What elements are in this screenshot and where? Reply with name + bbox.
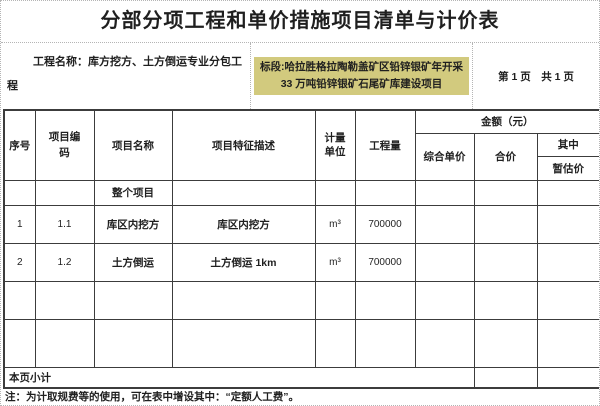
- empty-cell: [536, 179, 599, 206]
- bid-section-text: 标段:哈拉胜格拉陶勒盖矿区铅锌银矿年开采 33 万吨铅锌银矿石尾矿库建设项目: [254, 57, 469, 95]
- col-header-unit-label: 计量单位: [324, 132, 346, 159]
- boq-table: 序号 项目编码 项目名称 项目特征描述 计量单位 工程量 金额（元） 综合单价 …: [3, 109, 599, 389]
- empty-cell: [34, 318, 95, 368]
- group-row: 整个项目: [3, 179, 599, 206]
- empty-cell: [3, 280, 36, 320]
- row-code: 1.2: [34, 242, 95, 282]
- empty-cell: [473, 318, 538, 368]
- subtotal-row: 本页小计: [3, 366, 599, 389]
- col-header-name: 项目名称: [93, 109, 173, 181]
- row-quantity: 700000: [354, 242, 416, 282]
- empty-cell: [3, 179, 36, 206]
- empty-cell: [536, 280, 599, 320]
- empty-cell: [414, 242, 475, 282]
- col-header-code-label: 项目编码: [48, 131, 81, 160]
- row-seq: 2: [3, 242, 36, 282]
- table-row-empty: [3, 280, 599, 320]
- table-row-empty: [3, 318, 599, 368]
- empty-cell: [314, 280, 356, 320]
- empty-cell: [314, 179, 356, 206]
- row-quantity: 700000: [354, 204, 416, 244]
- empty-cell: [473, 179, 538, 206]
- project-name: 工程名称：库方挖方、土方倒运专业分包工程: [1, 43, 251, 109]
- group-row-label: 整个项目: [93, 179, 173, 206]
- empty-cell: [473, 366, 538, 389]
- empty-cell: [536, 318, 599, 368]
- row-feature: 土方倒运 1km: [171, 242, 316, 282]
- table-row: 1 1.1 库区内挖方 库区内挖方 m³ 700000: [3, 204, 599, 244]
- empty-cell: [473, 280, 538, 320]
- empty-cell: [414, 280, 475, 320]
- row-feature: 库区内挖方: [171, 204, 316, 244]
- row-name: 土方倒运: [93, 242, 173, 282]
- empty-cell: [536, 366, 599, 389]
- col-header-quantity: 工程量: [354, 109, 416, 181]
- bid-section-cell: 标段:哈拉胜格拉陶勒盖矿区铅锌银矿年开采 33 万吨铅锌银矿石尾矿库建设项目: [251, 43, 473, 109]
- row-seq: 1: [3, 204, 36, 244]
- empty-cell: [171, 318, 316, 368]
- empty-cell: [414, 179, 475, 206]
- empty-cell: [414, 318, 475, 368]
- table-row: 2 1.2 土方倒运 土方倒运 1km m³ 700000: [3, 242, 599, 282]
- empty-cell: [34, 179, 95, 206]
- col-header-composite-unit-price: 综合单价: [414, 132, 475, 181]
- empty-cell: [536, 204, 599, 244]
- empty-cell: [354, 179, 416, 206]
- empty-cell: [473, 242, 538, 282]
- row-name: 库区内挖方: [93, 204, 173, 244]
- empty-cell: [473, 204, 538, 244]
- empty-cell: [414, 204, 475, 244]
- col-header-amount-group: 金额（元）: [414, 109, 599, 134]
- col-header-seq: 序号: [3, 109, 36, 181]
- row-unit: m³: [314, 204, 356, 244]
- empty-cell: [93, 280, 173, 320]
- empty-cell: [354, 318, 416, 368]
- col-header-code: 项目编码: [34, 109, 95, 181]
- col-header-provisional-price: 暂估价: [536, 155, 599, 181]
- footnote: 注：为计取规费等的使用，可在表中增设其中：“定额人工费”。: [5, 391, 299, 403]
- col-header-total-price: 合价: [473, 132, 538, 181]
- subtotal-label: 本页小计: [3, 366, 475, 389]
- empty-cell: [3, 318, 36, 368]
- empty-cell: [354, 280, 416, 320]
- empty-cell: [536, 242, 599, 282]
- page-title: 分部分项工程和单价措施项目清单与计价表: [1, 1, 599, 43]
- empty-cell: [93, 318, 173, 368]
- info-band: 工程名称：库方挖方、土方倒运专业分包工程 标段:哈拉胜格拉陶勒盖矿区铅锌银矿年开…: [1, 43, 599, 109]
- row-code: 1.1: [34, 204, 95, 244]
- page-number: 第 1 页 共 1 页: [498, 70, 574, 83]
- row-unit: m³: [314, 242, 356, 282]
- empty-cell: [171, 179, 316, 206]
- empty-cell: [314, 318, 356, 368]
- col-header-feature: 项目特征描述: [171, 109, 316, 181]
- empty-cell: [34, 280, 95, 320]
- col-header-unit: 计量单位: [314, 109, 356, 181]
- col-header-among-which: 其中: [536, 132, 599, 157]
- empty-cell: [171, 280, 316, 320]
